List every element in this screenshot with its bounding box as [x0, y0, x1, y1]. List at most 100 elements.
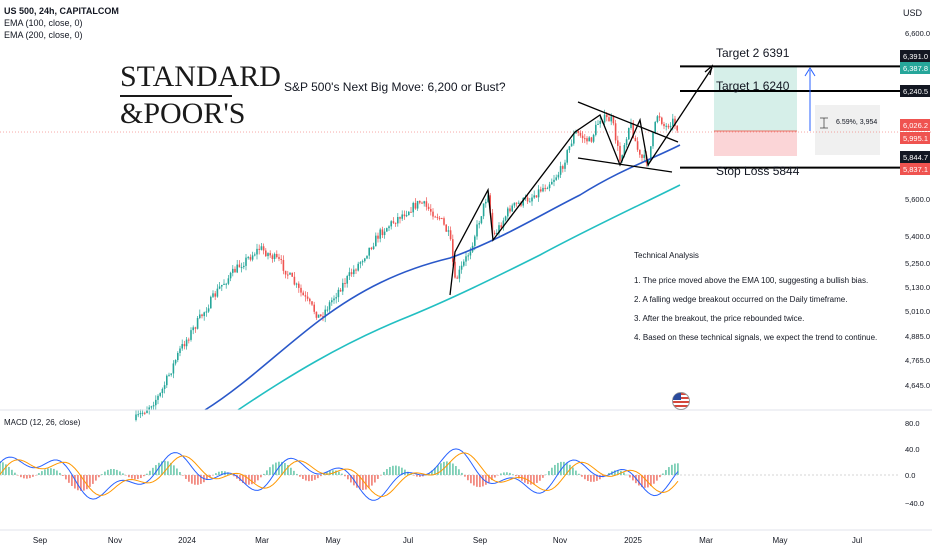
- candle: [218, 282, 221, 290]
- candle-body: [282, 259, 285, 271]
- analysis-point: 2. A falling wedge breakout occurred on …: [634, 295, 848, 304]
- candle-body: [348, 272, 351, 277]
- candle-body: [276, 253, 278, 258]
- candle: [467, 252, 469, 261]
- candle: [273, 252, 276, 262]
- candle-body: [221, 284, 223, 287]
- measure-box: [815, 105, 880, 155]
- candle: [372, 242, 375, 250]
- macd-histogram-bar: [512, 474, 514, 475]
- candle: [544, 184, 546, 192]
- candle: [313, 301, 315, 315]
- candle-body: [335, 297, 337, 299]
- candle-body: [135, 414, 137, 420]
- price-label: 6,026.2: [900, 119, 930, 131]
- candle: [346, 274, 348, 288]
- legend-ema100[interactable]: EMA (100, close, 0): [4, 18, 83, 28]
- candle-body: [359, 262, 362, 264]
- candle-body: [342, 282, 344, 292]
- candle-body: [465, 256, 467, 262]
- candle-body: [419, 200, 421, 203]
- macd-histogram-bar: [254, 475, 256, 483]
- candle: [207, 304, 210, 313]
- candle-body: [203, 312, 205, 317]
- candle: [537, 185, 540, 202]
- candle: [614, 119, 617, 144]
- candle-body: [575, 131, 577, 134]
- macd-histogram-bar: [269, 467, 271, 475]
- us-flag-icon[interactable]: [672, 392, 690, 410]
- macd-histogram-bar: [350, 475, 352, 483]
- macd-histogram-bar: [428, 472, 430, 475]
- candle-body: [346, 276, 348, 284]
- candle-body: [236, 264, 238, 273]
- candle: [194, 326, 197, 333]
- macd-histogram-bar: [290, 467, 292, 475]
- candle: [509, 205, 511, 214]
- macd-histogram-bar: [251, 475, 253, 485]
- candle-body: [507, 208, 509, 217]
- macd-histogram-bar: [659, 475, 661, 478]
- candle: [381, 226, 384, 238]
- candle: [511, 203, 513, 212]
- candle-body: [306, 296, 309, 299]
- macd-histogram-bar: [122, 473, 124, 475]
- macd-histogram-bar: [77, 475, 79, 491]
- candle: [518, 200, 520, 205]
- macd-histogram-bar: [128, 475, 130, 478]
- candle: [445, 224, 447, 232]
- price-label: 5,837.1: [900, 163, 930, 175]
- candle-body: [617, 140, 619, 146]
- candle-body: [161, 388, 164, 394]
- candle-body: [557, 174, 560, 178]
- price-tick-label: 5,250.0: [905, 259, 930, 268]
- candle-body: [588, 137, 590, 142]
- candle-body: [568, 146, 571, 151]
- candle-body: [177, 353, 179, 361]
- candle-body: [240, 267, 243, 269]
- candle-body: [630, 122, 632, 129]
- candle-body: [676, 125, 678, 131]
- candle: [498, 222, 500, 236]
- macd-histogram-bar: [557, 462, 559, 475]
- candle-body: [586, 138, 588, 142]
- candle: [324, 305, 326, 323]
- currency-label[interactable]: USD: [902, 8, 922, 18]
- candle-body: [284, 270, 287, 275]
- time-tick-label: Nov: [108, 536, 122, 545]
- candle-body: [628, 128, 630, 140]
- candle-body: [496, 233, 498, 235]
- candle-body: [491, 212, 494, 233]
- candle-body: [364, 258, 366, 262]
- candle: [247, 255, 249, 260]
- macd-histogram-bar: [179, 472, 181, 475]
- candle-body: [207, 308, 210, 312]
- candle: [331, 297, 333, 306]
- candle: [676, 125, 678, 133]
- macd-histogram-bar: [215, 473, 217, 475]
- candle-body: [271, 255, 274, 259]
- candle: [155, 395, 157, 410]
- macd-histogram-bar: [206, 475, 208, 481]
- macd-histogram-bar: [95, 475, 97, 481]
- candle: [434, 215, 436, 218]
- macd-histogram-bar: [572, 467, 574, 475]
- macd-histogram-bar: [125, 475, 127, 476]
- macd-histogram-bar: [5, 464, 7, 475]
- macd-legend[interactable]: MACD (12, 26, close): [4, 418, 81, 427]
- candle-body: [146, 409, 148, 414]
- macd-histogram-bar: [176, 468, 178, 475]
- candle-body: [518, 202, 520, 204]
- candle-body: [137, 414, 139, 416]
- candle-body: [183, 344, 186, 347]
- candle: [159, 392, 161, 398]
- candle-body: [216, 288, 219, 297]
- legend-ema200[interactable]: EMA (200, close, 0): [4, 30, 83, 40]
- macd-histogram-bar: [404, 469, 406, 475]
- candle: [513, 202, 516, 208]
- candle: [595, 121, 597, 137]
- candle: [535, 195, 538, 198]
- macd-histogram-bar: [578, 473, 580, 475]
- candle: [548, 181, 551, 192]
